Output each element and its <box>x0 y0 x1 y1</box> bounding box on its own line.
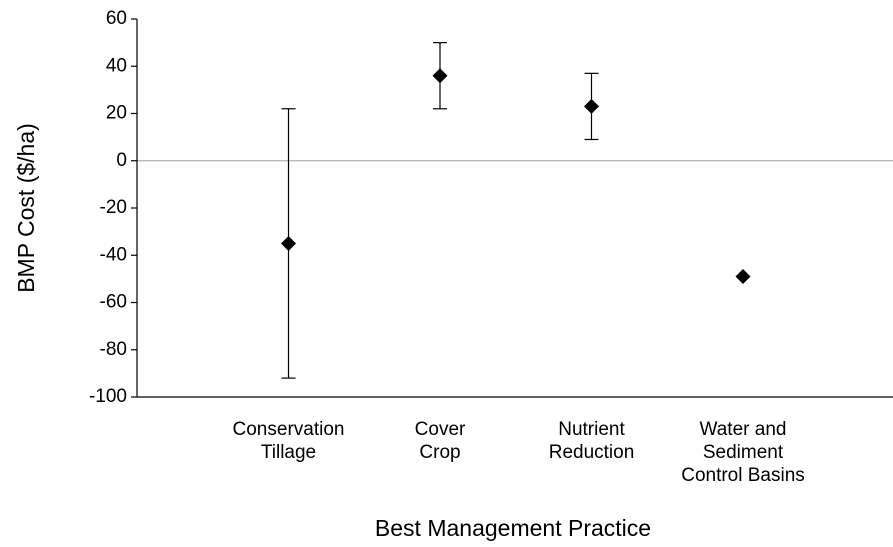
x-tick-label-line: Control Basins <box>681 465 805 486</box>
x-tick-label: Cover Crop <box>415 419 466 463</box>
y-tick-label: 20 <box>106 103 127 124</box>
marker <box>584 98 599 114</box>
x-tick-label-line: Conservation <box>233 419 345 440</box>
y-tick-label: -40 <box>100 244 127 265</box>
x-tick-label-line: Tillage <box>261 442 316 463</box>
x-tick-label-line: Reduction <box>549 442 635 463</box>
marker <box>735 269 751 285</box>
y-tick-label: -80 <box>100 339 127 360</box>
x-tick-label-line: Cover <box>415 419 466 440</box>
x-tick-label-line: Water and <box>700 419 787 440</box>
x-tick-label: Nutrient Reduction <box>549 419 635 463</box>
y-tick-label: 60 <box>106 8 127 29</box>
marker <box>281 235 296 251</box>
x-tick-label-line: Sediment <box>703 442 784 463</box>
y-tick-label: 40 <box>106 55 127 76</box>
x-tick-label: Water and Sediment Control Basins <box>681 419 805 486</box>
y-tick-label: 0 <box>116 150 127 171</box>
x-axis-title: Best Management Practice <box>375 515 651 541</box>
x-tick-label-line: Nutrient <box>558 419 625 440</box>
x-tick-label: Conservation Tillage <box>233 419 345 463</box>
y-tick-label: -100 <box>89 386 127 407</box>
y-tick-label: -60 <box>100 292 127 313</box>
marker <box>432 68 448 84</box>
y-axis-title: BMP Cost ($/ha) <box>13 123 39 293</box>
x-tick-label-line: Crop <box>419 442 460 463</box>
y-tick-label: -20 <box>100 197 127 218</box>
